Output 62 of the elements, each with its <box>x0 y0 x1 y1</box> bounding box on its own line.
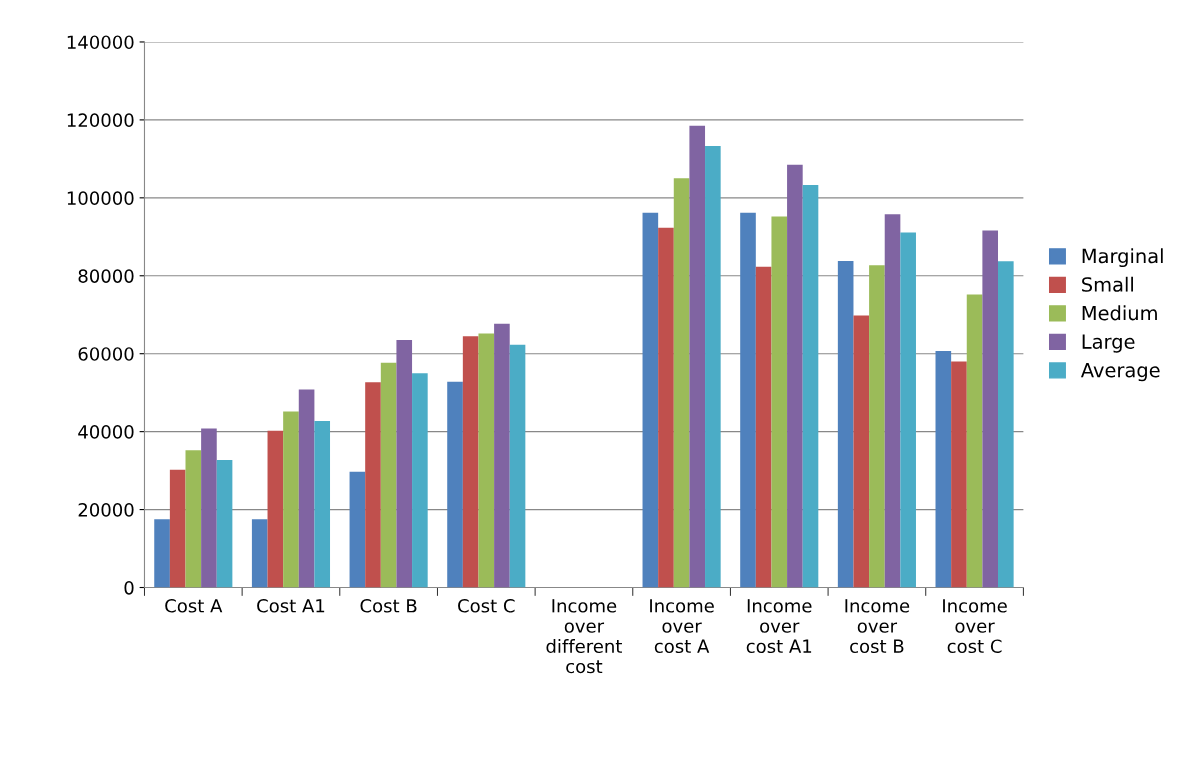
legend-label: Medium <box>1082 305 1157 321</box>
bar <box>869 265 885 588</box>
x-tick-label: Income over cost B <box>845 599 910 654</box>
x-tick-label: Cost B <box>360 598 417 613</box>
bar <box>478 333 495 588</box>
bar <box>935 350 952 588</box>
x-tick-label: Income over cost A <box>650 599 714 654</box>
legend-label: Marginal <box>1082 248 1163 268</box>
bar <box>494 323 510 588</box>
bar <box>966 294 983 588</box>
bar <box>185 450 202 588</box>
x-tick-label: Income over cost C <box>943 599 1007 654</box>
bar <box>853 315 870 588</box>
y-tick-label: 120000 <box>67 113 134 128</box>
bar <box>412 373 428 588</box>
bar <box>900 232 916 588</box>
bar <box>267 430 284 588</box>
bar <box>755 266 772 588</box>
bar <box>396 340 413 588</box>
bar <box>509 344 526 588</box>
bar <box>740 212 756 588</box>
bar <box>982 230 999 588</box>
x-tick-label: Cost A1 <box>257 598 325 613</box>
bar <box>365 382 381 588</box>
x-tick-label: Cost C <box>458 598 515 613</box>
bar <box>314 421 331 588</box>
y-tick-label: 40000 <box>78 425 134 439</box>
bar <box>802 184 819 588</box>
bar <box>705 146 721 588</box>
bar <box>216 460 233 588</box>
x-tick-label: Income over cost A1 <box>746 599 812 654</box>
bar <box>884 214 901 588</box>
y-tick-label: 0 <box>124 580 134 595</box>
y-tick-label: 80000 <box>78 269 134 283</box>
bar <box>154 519 170 588</box>
bar <box>837 260 854 588</box>
bar <box>771 216 788 588</box>
legend-label: Small <box>1082 276 1133 292</box>
bar <box>380 362 397 588</box>
y-tick-label: 60000 <box>78 347 134 361</box>
bar <box>201 428 217 588</box>
y-tick-label: 20000 <box>78 503 134 517</box>
bar <box>349 471 366 588</box>
bar <box>951 361 967 588</box>
y-tick-label: 100000 <box>67 191 134 205</box>
bar <box>673 178 690 588</box>
bar <box>642 212 659 588</box>
y-tick-label: 140000 <box>67 35 134 50</box>
bar <box>283 411 299 588</box>
x-tick-label: Income over different cost <box>546 599 622 674</box>
bar <box>689 125 706 588</box>
legend-label: Average <box>1080 363 1160 382</box>
bar <box>658 227 674 588</box>
x-tick-label: Cost A <box>165 598 223 613</box>
bar <box>447 381 463 588</box>
bar <box>787 164 803 588</box>
bar <box>462 336 479 588</box>
bar <box>251 519 268 588</box>
bar <box>998 261 1014 588</box>
bar <box>169 469 186 588</box>
bar <box>298 389 315 588</box>
legend-label: Large <box>1082 334 1135 353</box>
